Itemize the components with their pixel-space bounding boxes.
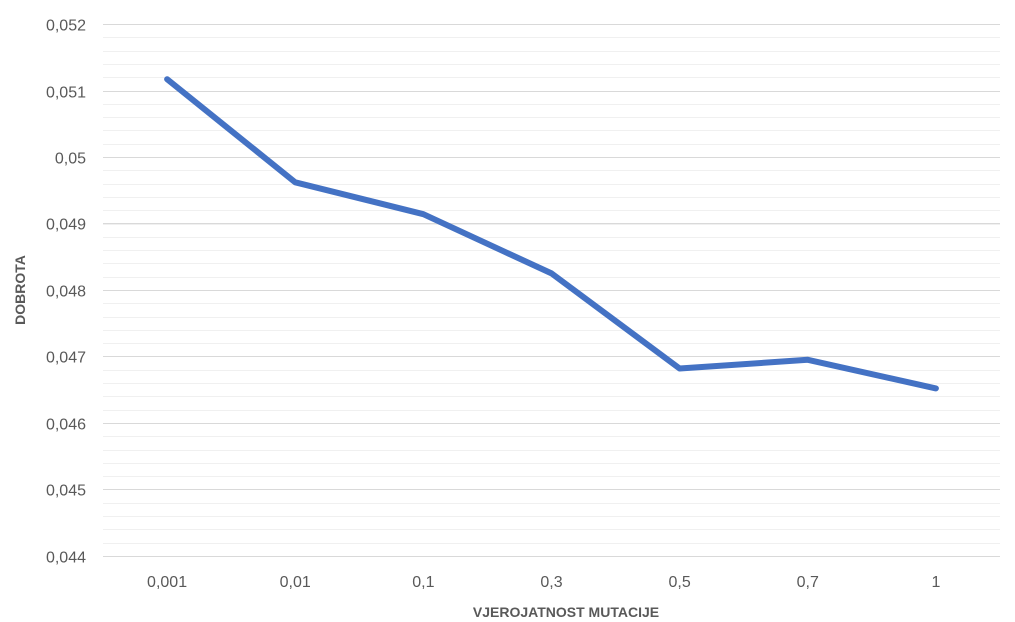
y-tick-label: 0,048 bbox=[46, 284, 86, 301]
y-tick-label: 0,044 bbox=[46, 550, 86, 567]
y-tick-label: 0,052 bbox=[46, 18, 86, 35]
x-tick-label: 0,001 bbox=[147, 574, 187, 591]
x-axis-title: VJEROJATNOST MUTACIJE bbox=[473, 604, 659, 620]
data-point bbox=[933, 385, 939, 391]
y-axis-tick-labels: 0,044 0,045 0,046 0,047 0,048 0,049 0,05 0,051 0… bbox=[46, 18, 86, 567]
y-tick-label: 0,049 bbox=[46, 217, 86, 234]
x-tick-label: 0,5 bbox=[669, 574, 691, 591]
major-gridlines bbox=[103, 24, 1000, 557]
y-tick-label: 0,047 bbox=[46, 350, 86, 367]
y-axis-title: DOBROTA bbox=[12, 255, 28, 325]
x-tick-label: 0,3 bbox=[540, 574, 562, 591]
x-axis-tick-labels: 0,001 0,01 0,1 0,3 0,5 0,7 1 bbox=[147, 574, 940, 591]
y-tick-label: 0,045 bbox=[46, 483, 86, 500]
x-tick-label: 0,7 bbox=[797, 574, 819, 591]
data-point bbox=[549, 270, 555, 276]
y-tick-label: 0,05 bbox=[55, 151, 86, 168]
series-line bbox=[164, 76, 939, 392]
series-layer bbox=[164, 76, 939, 392]
y-tick-label: 0,046 bbox=[46, 417, 86, 434]
data-point bbox=[677, 366, 683, 372]
x-tick-label: 0,1 bbox=[412, 574, 434, 591]
data-point bbox=[420, 211, 426, 217]
x-tick-label: 1 bbox=[931, 574, 940, 591]
data-point bbox=[164, 76, 170, 82]
x-tick-label: 0,01 bbox=[280, 574, 311, 591]
data-point bbox=[805, 357, 811, 363]
y-tick-label: 0,051 bbox=[46, 85, 86, 102]
data-point bbox=[292, 179, 298, 185]
